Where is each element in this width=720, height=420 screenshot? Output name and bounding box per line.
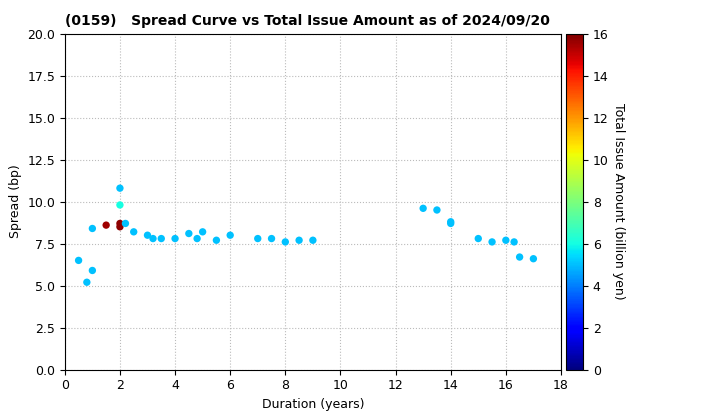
Point	[293, 237, 305, 244]
Y-axis label: Spread (bp): Spread (bp)	[9, 165, 22, 239]
Point	[100, 222, 112, 228]
Point	[431, 207, 443, 213]
Point	[73, 257, 84, 264]
Point	[307, 237, 319, 244]
Point	[120, 220, 131, 227]
Point	[114, 220, 126, 227]
Point	[500, 237, 512, 244]
Point	[114, 202, 126, 208]
Point	[81, 279, 93, 286]
Point	[279, 239, 291, 245]
Point	[86, 267, 98, 274]
Point	[192, 235, 203, 242]
Point	[445, 220, 456, 227]
Point	[169, 235, 181, 242]
Point	[148, 235, 159, 242]
Y-axis label: Total Issue Amount (billion yen): Total Issue Amount (billion yen)	[612, 103, 625, 300]
Point	[142, 232, 153, 239]
Point	[211, 237, 222, 244]
Point	[418, 205, 429, 212]
Point	[114, 223, 126, 230]
Point	[197, 228, 208, 235]
Point	[486, 239, 498, 245]
Point	[508, 239, 520, 245]
Point	[266, 235, 277, 242]
Point	[514, 254, 526, 260]
Point	[472, 235, 484, 242]
X-axis label: Duration (years): Duration (years)	[261, 398, 364, 411]
Point	[252, 235, 264, 242]
Point	[528, 255, 539, 262]
Text: (0159)   Spread Curve vs Total Issue Amount as of 2024/09/20: (0159) Spread Curve vs Total Issue Amoun…	[65, 14, 549, 28]
Point	[114, 185, 126, 192]
Point	[156, 235, 167, 242]
Point	[445, 218, 456, 225]
Point	[225, 232, 236, 239]
Point	[128, 228, 140, 235]
Point	[86, 225, 98, 232]
Point	[183, 230, 194, 237]
